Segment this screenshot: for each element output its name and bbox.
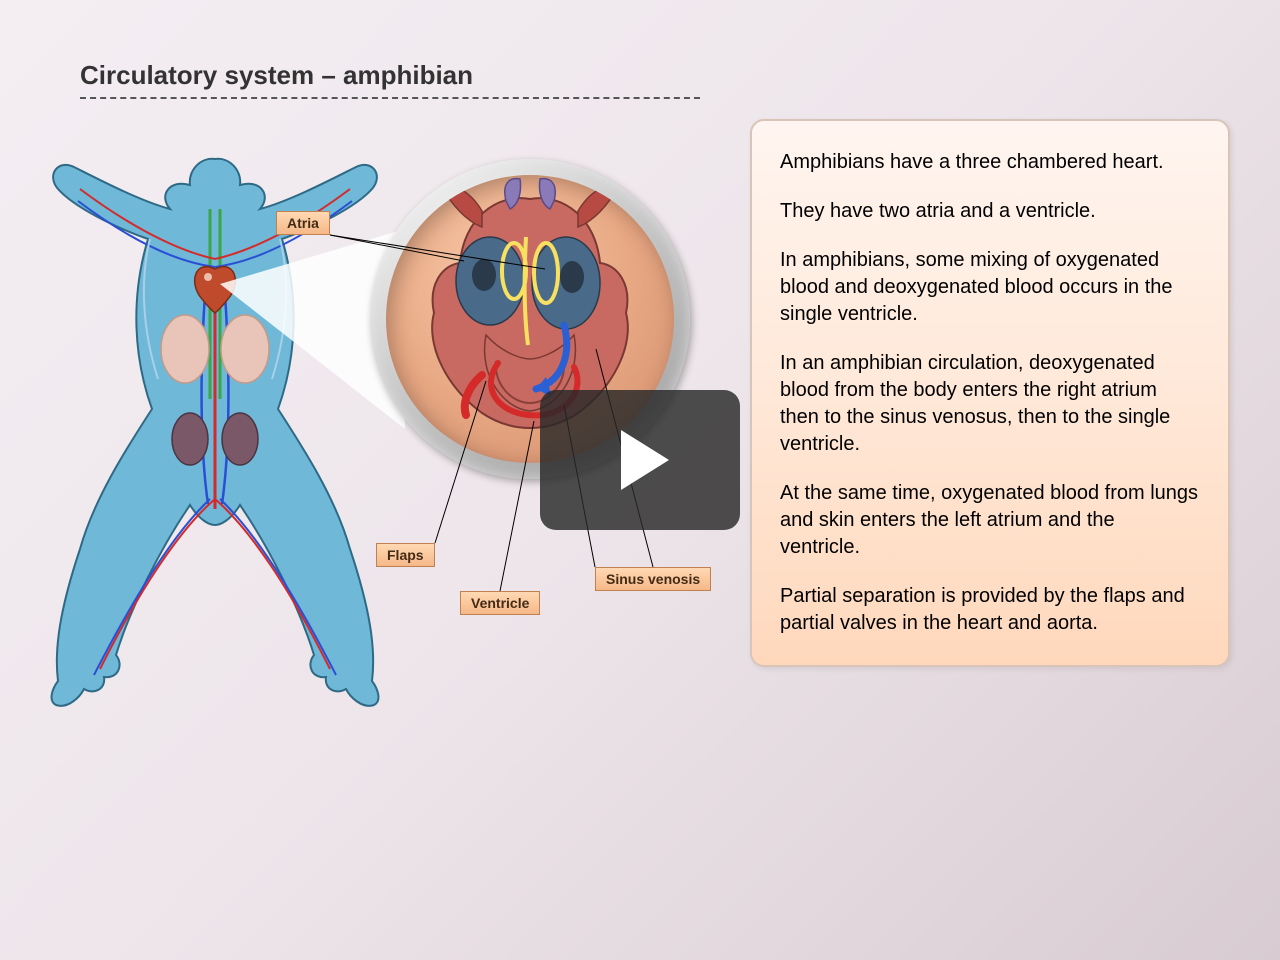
slide-title: Circulatory system – amphibian — [80, 60, 1260, 91]
title-divider — [80, 97, 700, 99]
info-paragraph: Amphibians have a three chambered heart. — [780, 149, 1200, 176]
info-paragraph: They have two atria and a ventricle. — [780, 198, 1200, 225]
info-paragraph: In amphibians, some mixing of oxygenated… — [780, 247, 1200, 328]
play-icon — [621, 430, 669, 490]
label-atria: Atria — [276, 211, 330, 235]
play-button[interactable] — [540, 390, 740, 530]
info-paragraph: At the same time, oxygenated blood from … — [780, 480, 1200, 561]
info-panel: Amphibians have a three chambered heart.… — [750, 119, 1230, 667]
info-paragraph: In an amphibian circulation, deoxygenate… — [780, 350, 1200, 458]
label-ventricle: Ventricle — [460, 591, 540, 615]
label-flaps: Flaps — [376, 543, 435, 567]
frog-illustration — [50, 149, 380, 709]
info-paragraph: Partial separation is provided by the fl… — [780, 583, 1200, 637]
label-sinus: Sinus venosis — [595, 567, 711, 591]
